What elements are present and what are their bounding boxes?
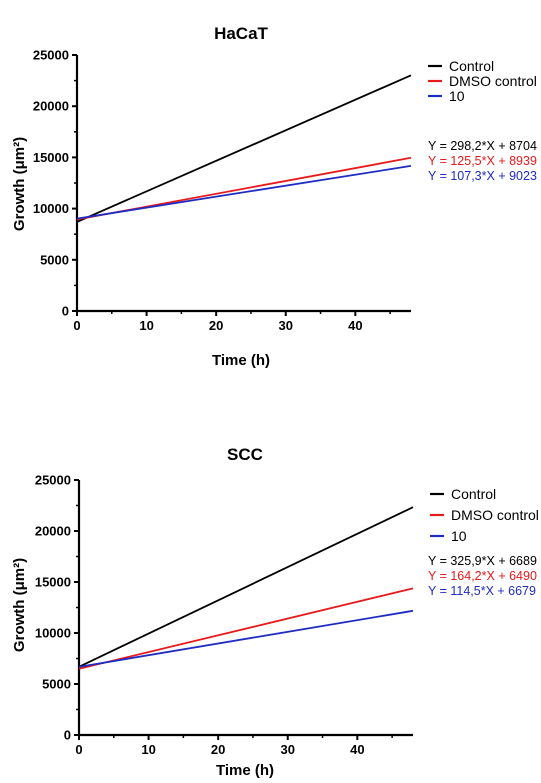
regression-equation: Y = 125,5*X + 8939 (428, 154, 537, 168)
y-tick-label: 0 (62, 304, 69, 319)
x-tick-label: 30 (281, 742, 295, 757)
x-tick-label: 10 (139, 318, 153, 333)
x-tick-label: 0 (75, 742, 82, 757)
legend-label: DMSO control (451, 507, 539, 523)
regression-equation: Y = 107,3*X + 9023 (428, 169, 537, 183)
regression-equation: Y = 298,2*X + 8704 (428, 139, 537, 153)
axes: 0 5000 10000 15000 20000 25000 0 10 20 30 40 (35, 473, 413, 757)
y-tick-label: 20000 (35, 524, 71, 539)
series-line (76, 165, 412, 220)
x-tick-label: 30 (279, 318, 293, 333)
x-tick-label: 0 (73, 318, 80, 333)
chart-title: SCC (227, 445, 263, 464)
chart-hacat: HaCaT Growth (μm²) Time (h) 0 5000 10000 15… (11, 24, 537, 369)
series-line (76, 74, 412, 223)
legend-label: Control (451, 486, 496, 502)
x-tick-label: 20 (209, 318, 223, 333)
y-tick-label: 10000 (35, 626, 71, 641)
chart-scc: SCC Growth (μm²) Time (h) 0 5000 10000 1500… (11, 445, 539, 779)
y-axis-title: Growth (μm²) (11, 558, 28, 652)
legend-label: DMSO control (449, 73, 537, 89)
legend-label: Control (449, 58, 494, 74)
axes: 0 5000 10000 15000 20000 25000 0 10 20 30 40 (33, 48, 411, 333)
regression-equation: Y = 325,9*X + 6689 (428, 554, 537, 568)
y-tick-label: 20000 (33, 99, 69, 114)
series-line (78, 609, 414, 668)
y-tick-label: 10000 (33, 201, 69, 216)
y-tick-label: 5000 (40, 252, 69, 267)
x-tick-label: 10 (141, 742, 155, 757)
x-axis-title: Time (h) (216, 762, 274, 779)
y-tick-label: 5000 (42, 677, 71, 692)
y-tick-label: 0 (64, 728, 71, 743)
x-axis-title: Time (h) (212, 352, 270, 369)
series-line (78, 587, 414, 670)
series-line (78, 506, 414, 668)
y-tick-label: 25000 (33, 48, 69, 63)
x-tick-label: 40 (348, 318, 362, 333)
x-tick-label: 40 (350, 742, 364, 757)
y-axis-title: Growth (μm²) (11, 137, 28, 231)
y-tick-label: 25000 (35, 473, 71, 488)
y-tick-label: 15000 (35, 575, 71, 590)
x-tick-label: 20 (211, 742, 225, 757)
chart-title: HaCaT (214, 24, 268, 43)
y-tick-label: 15000 (33, 150, 69, 165)
regression-equation: Y = 164,2*X + 6490 (428, 569, 537, 583)
regression-equation: Y = 114,5*X + 6679 (428, 584, 536, 598)
legend-label: 10 (451, 528, 467, 544)
legend-label: 10 (449, 88, 465, 104)
series-lines (78, 506, 414, 670)
series-lines (76, 74, 412, 223)
legend: Control DMSO control 10 (430, 486, 539, 544)
